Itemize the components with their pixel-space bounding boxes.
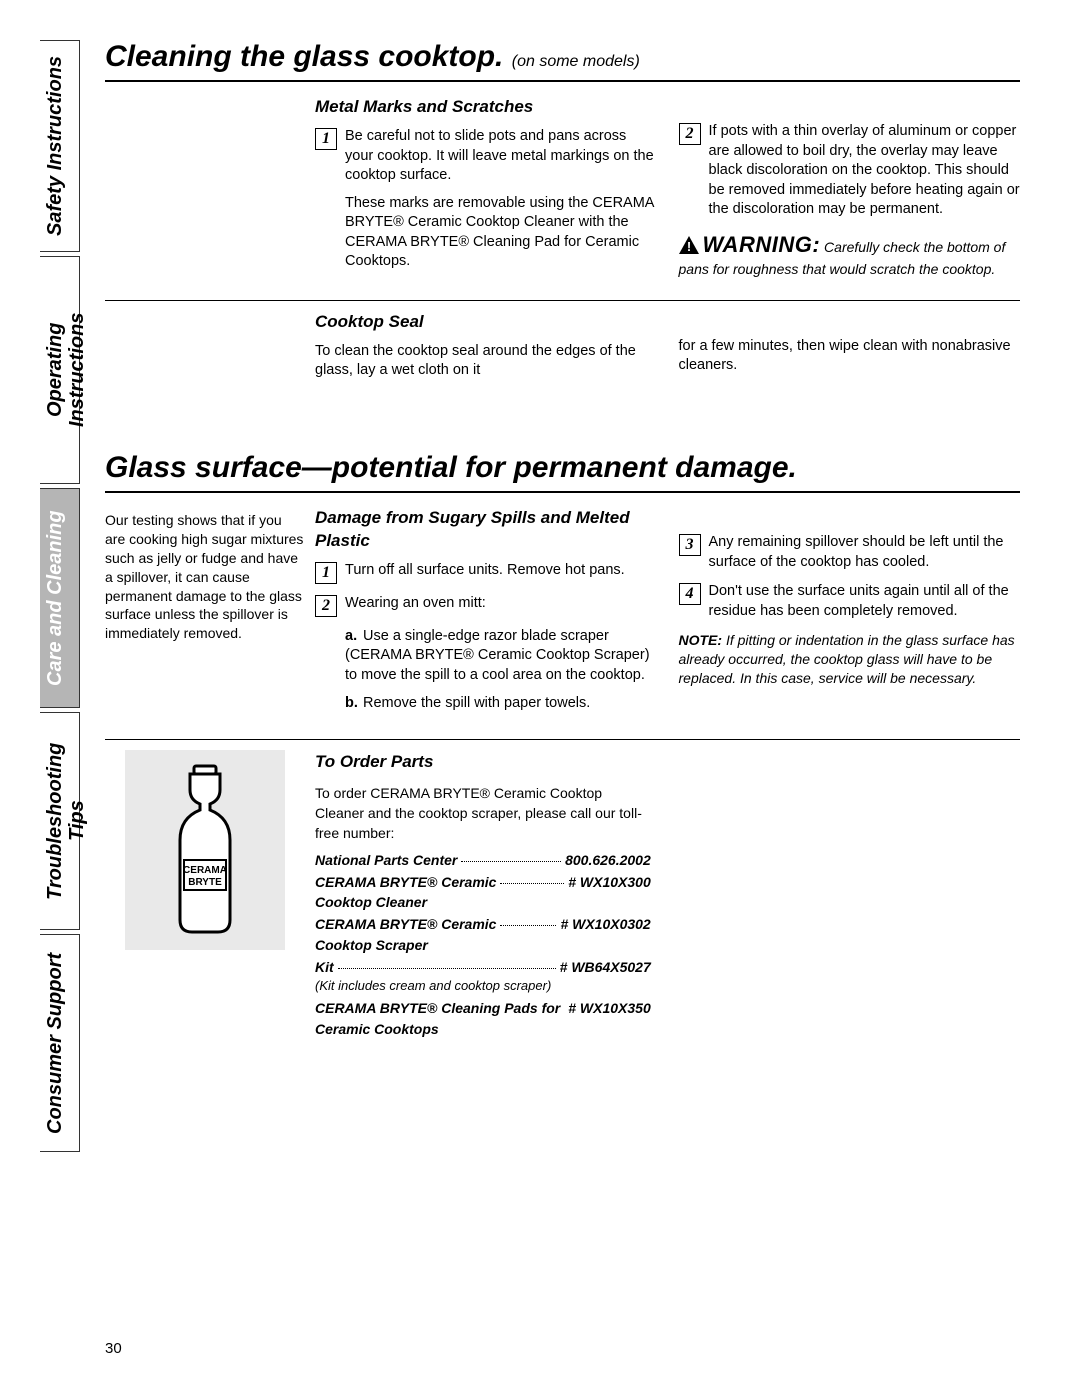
metal-step1-text: Be careful not to slide pots and pans ac…: [345, 127, 657, 186]
damage-step2a: a.Use a single-edge razor blade scraper …: [345, 627, 657, 686]
part-name: CERAMA BRYTE® Ceramic Cooktop Cleaner: [315, 872, 496, 913]
damage-step2: 2 Wearing an oven mitt:: [315, 594, 657, 617]
metal-step2: 2 If pots with a thin overlay of aluminu…: [679, 122, 1021, 220]
metal-col2: 2 If pots with a thin overlay of aluminu…: [679, 96, 1021, 282]
damage-block: Our testing shows that if you are cookin…: [105, 507, 1020, 721]
part-name: CERAMA BRYTE® Ceramic Cooktop Scraper: [315, 914, 496, 955]
order-intro: To order CERAMA BRYTE® Ceramic Cooktop C…: [315, 783, 651, 844]
damage-step2b: b.Remove the spill with paper towels.: [345, 694, 657, 714]
part-row: CERAMA BRYTE® Ceramic Cooktop Cleaner # …: [315, 872, 651, 913]
seal-heading: Cooktop Seal: [315, 311, 657, 334]
section1-title-text: Cleaning the glass cooktop.: [105, 40, 503, 73]
metal-block: Metal Marks and Scratches 1 Be careful n…: [105, 96, 1020, 282]
rule: [105, 739, 1020, 740]
metal-left-spacer: [105, 96, 315, 282]
step-number-icon: 2: [315, 595, 337, 617]
rule: [105, 80, 1020, 82]
section1-subtitle: (on some models): [512, 53, 640, 70]
tab-operating: Operating Instructions: [40, 256, 80, 484]
seal-text-left: To clean the cooktop seal around the edg…: [315, 342, 657, 381]
seal-col1: Cooktop Seal To clean the cooktop seal a…: [315, 311, 657, 381]
part-name: National Parts Center: [315, 850, 457, 870]
section2-title: Glass surface—potential for permanent da…: [105, 451, 1020, 485]
rule: [105, 300, 1020, 301]
seal-text-right: for a few minutes, then wipe clean with …: [679, 337, 1021, 376]
step-number-icon: 3: [679, 534, 701, 556]
warning: ! WARNING: Carefully check the bottom of…: [679, 230, 1021, 279]
part-row: Kit # WB64X5027: [315, 957, 651, 977]
damage-note: NOTE: If pitting or indentation in the g…: [679, 631, 1021, 688]
svg-text:CERAMA: CERAMA: [183, 865, 227, 876]
kit-note: (Kit includes cream and cooktop scraper): [315, 977, 651, 996]
order-spacer: [673, 750, 1020, 1039]
order-col: To Order Parts To order CERAMA BRYTE® Ce…: [315, 750, 651, 1039]
part-value: # WX10X0302: [560, 914, 650, 955]
seal-left-spacer: [105, 311, 315, 381]
seal-block: Cooktop Seal To clean the cooktop seal a…: [105, 311, 1020, 381]
order-block: CERAMA BRYTE To Order Parts To order CER…: [105, 750, 1020, 1039]
tab-care: Care and Cleaning: [40, 488, 80, 708]
part-row: CERAMA BRYTE® Cleaning Pads for Ceramic …: [315, 998, 651, 1039]
damage-step1: 1 Turn off all surface units. Remove hot…: [315, 561, 657, 584]
damage-step3-text: Any remaining spillover should be left u…: [709, 533, 1021, 572]
step-number-icon: 2: [679, 123, 701, 145]
step-number-icon: 1: [315, 562, 337, 584]
part-row: CERAMA BRYTE® Ceramic Cooktop Scraper # …: [315, 914, 651, 955]
main-content: Cleaning the glass cooktop. (on some mod…: [105, 40, 1020, 1039]
tab-tips: Troubleshooting Tips: [40, 712, 80, 930]
metal-step1: 1 Be careful not to slide pots and pans …: [315, 127, 657, 272]
part-name: Kit: [315, 957, 334, 977]
damage-step2a-text: Use a single-edge razor blade scraper (C…: [345, 628, 650, 683]
part-row: National Parts Center 800.626.2002: [315, 850, 651, 870]
svg-text:BRYTE: BRYTE: [188, 877, 222, 888]
part-value: # WX10X350: [568, 998, 651, 1039]
step-number-icon: 4: [679, 583, 701, 605]
metal-step2-text: If pots with a thin overlay of aluminum …: [709, 122, 1021, 220]
part-value: # WB64X5027: [560, 957, 651, 977]
damage-col1: Damage from Sugary Spills and Melted Pla…: [315, 507, 657, 721]
damage-step3: 3 Any remaining spillover should be left…: [679, 533, 1021, 572]
part-value: 800.626.2002: [565, 850, 651, 870]
section1-title: Cleaning the glass cooktop. (on some mod…: [105, 40, 1020, 74]
metal-step1b-text: These marks are removable using the CERA…: [345, 194, 657, 272]
part-value: # WX10X300: [568, 872, 651, 913]
rule: [105, 491, 1020, 493]
damage-col2: 3 Any remaining spillover should be left…: [679, 507, 1021, 721]
side-tabs: Safety Instructions Operating Instructio…: [40, 40, 80, 1156]
order-image-col: CERAMA BRYTE: [105, 750, 315, 950]
page-number: 30: [105, 1340, 122, 1357]
svg-text:!: !: [686, 239, 690, 254]
damage-step1-text: Turn off all surface units. Remove hot p…: [345, 561, 657, 581]
damage-heading: Damage from Sugary Spills and Melted Pla…: [315, 507, 657, 553]
warning-triangle-icon: !: [679, 236, 699, 259]
damage-step4-text: Don't use the surface units again until …: [709, 582, 1021, 621]
damage-step2-text: Wearing an oven mitt:: [345, 594, 657, 614]
part-name: CERAMA BRYTE® Cleaning Pads for Ceramic …: [315, 998, 560, 1039]
metal-col1: Metal Marks and Scratches 1 Be careful n…: [315, 96, 657, 282]
damage-intro: Our testing shows that if you are cookin…: [105, 507, 315, 721]
warning-label: WARNING:: [703, 232, 821, 257]
manual-page: Safety Instructions Operating Instructio…: [0, 0, 1080, 1397]
step-number-icon: 1: [315, 128, 337, 150]
damage-step2b-text: Remove the spill with paper towels.: [363, 695, 590, 711]
damage-note-text: If pitting or indentation in the glass s…: [679, 632, 1015, 686]
metal-heading: Metal Marks and Scratches: [315, 96, 657, 119]
order-heading: To Order Parts: [315, 750, 651, 775]
cerama-bryte-bottle-icon: CERAMA BRYTE: [125, 750, 285, 950]
tab-support: Consumer Support: [40, 934, 80, 1152]
damage-step4: 4 Don't use the surface units again unti…: [679, 582, 1021, 621]
seal-col2: for a few minutes, then wipe clean with …: [679, 311, 1021, 381]
tab-safety: Safety Instructions: [40, 40, 80, 252]
damage-intro-text: Our testing shows that if you are cookin…: [105, 512, 303, 641]
